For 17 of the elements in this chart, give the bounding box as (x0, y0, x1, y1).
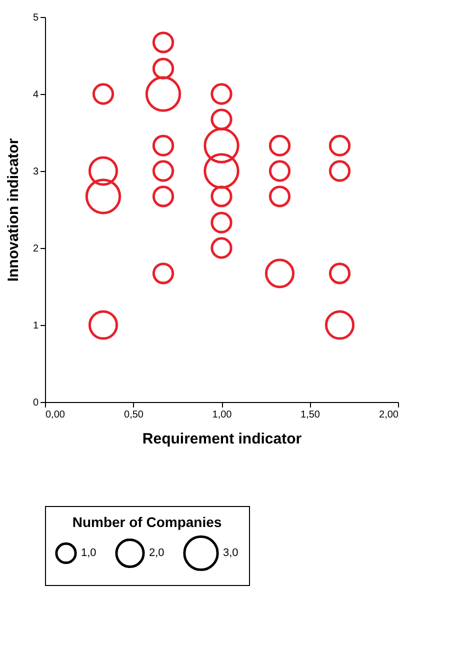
x-tick-label: 1,00 (212, 410, 232, 420)
legend-label: 2,0 (149, 547, 164, 560)
x-tick-label: 2,00 (379, 410, 399, 420)
legend-label: 1,0 (81, 547, 96, 560)
legend-label: 3,0 (223, 547, 238, 560)
y-tick-label: 5 (32, 12, 39, 24)
x-tick-label: 0,50 (124, 410, 144, 420)
y-tick-label: 2 (32, 244, 39, 254)
x-tick-label: 1,50 (300, 410, 320, 420)
legend-title: Number of Companies (72, 514, 222, 530)
y-tick-label: 3 (32, 166, 39, 178)
y-tick-label: 4 (32, 90, 39, 100)
y-tick-label: 1 (32, 320, 39, 332)
x-axis-title: Requirement indicator (142, 430, 302, 448)
y-tick-label: 0 (32, 398, 39, 408)
y-axis-title: Innovation indicator (4, 138, 22, 282)
x-tick-label: 0,00 (46, 410, 66, 420)
